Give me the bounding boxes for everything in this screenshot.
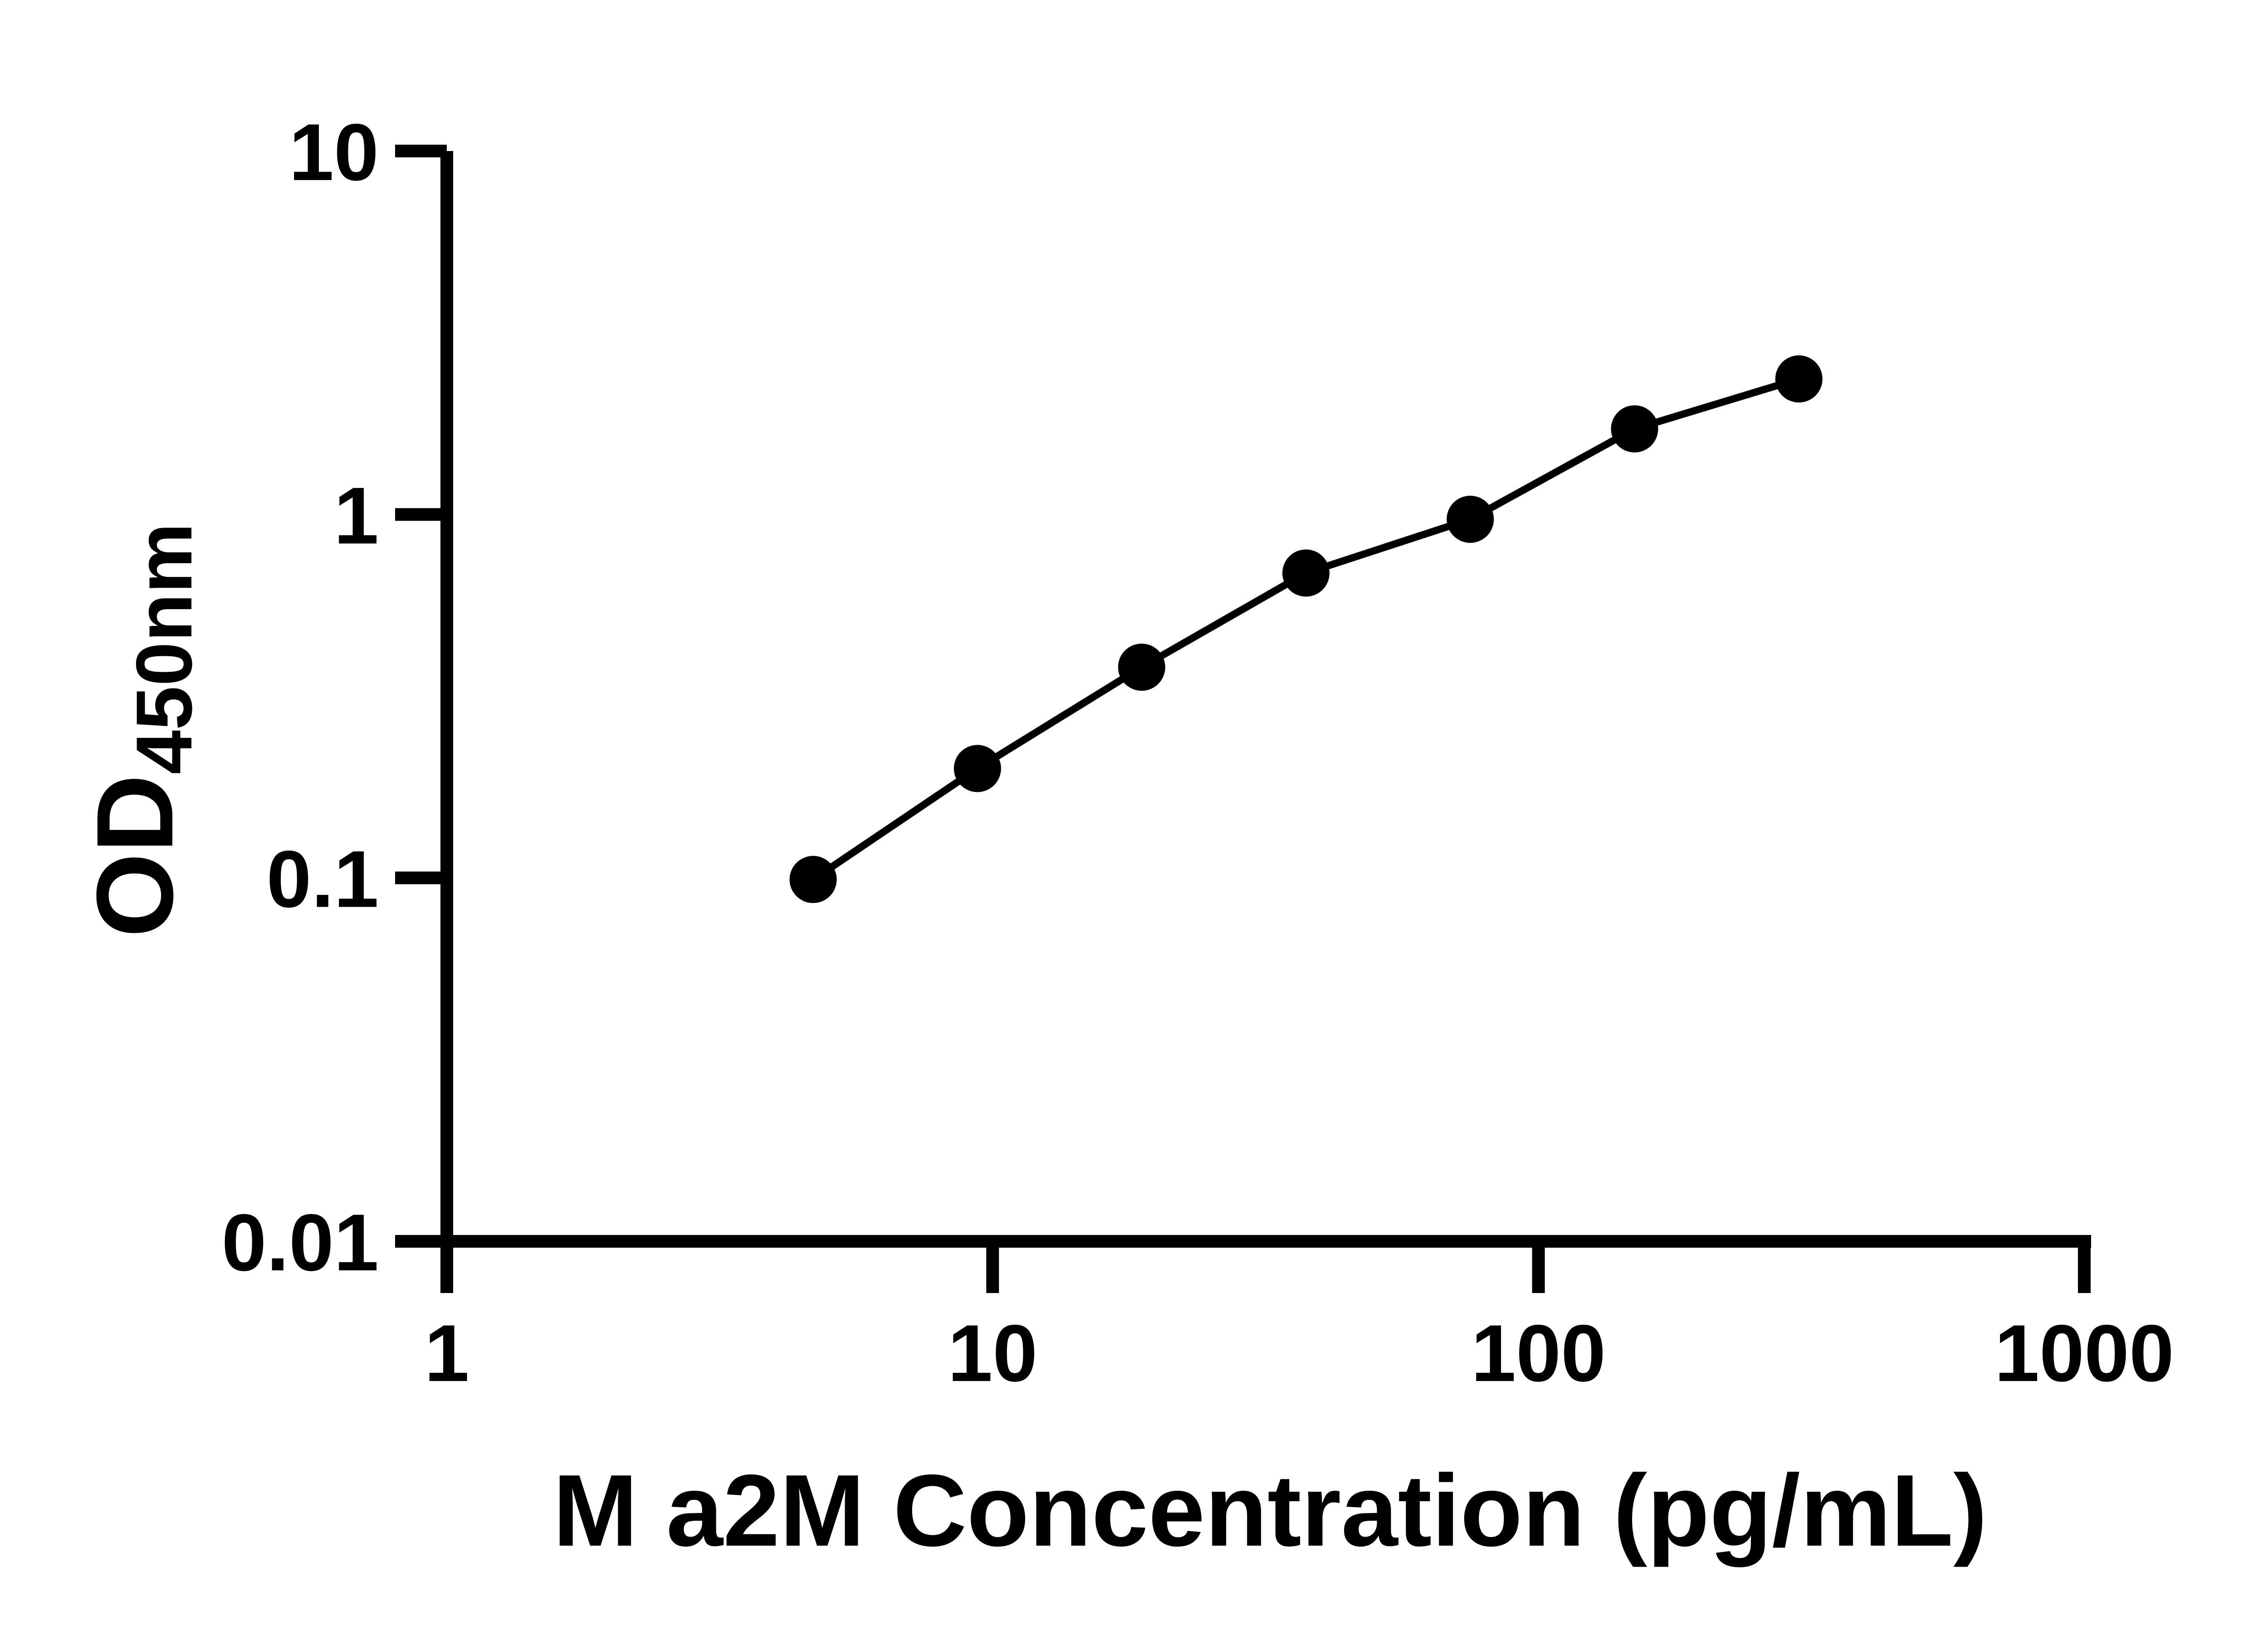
y-axis-title: OD450nm <box>74 523 209 937</box>
data-point-marker <box>953 745 1001 792</box>
data-point-marker <box>1282 549 1330 597</box>
curve-line <box>811 375 1800 883</box>
y-tick-label: 0.01 <box>222 1197 379 1288</box>
y-axis-title-sub: 450nm <box>120 523 209 774</box>
x-axis-title: M a2M Concentration (pg/mL) <box>553 1453 1987 1567</box>
data-point-marker <box>1611 405 1658 453</box>
plot-area: 10 1 0.1 0.01 1 10 100 1000 <box>222 107 2174 1398</box>
x-tick-label: 1 <box>425 1308 469 1398</box>
y-axis-title-main: OD <box>74 774 196 937</box>
data-point-marker <box>1118 644 1165 691</box>
axis-frame <box>440 151 2091 1248</box>
data-point-marker <box>789 856 837 903</box>
data-point-marker <box>1447 495 1494 543</box>
y-tick-label: 1 <box>334 470 379 561</box>
y-tick-label: 0.1 <box>267 834 379 924</box>
y-tick-label: 10 <box>289 107 379 197</box>
x-tick-label: 100 <box>1471 1308 1606 1398</box>
x-tick-label: 1000 <box>1994 1308 2174 1398</box>
x-tick-label: 10 <box>948 1308 1037 1398</box>
data-point-marker <box>1775 355 1823 403</box>
